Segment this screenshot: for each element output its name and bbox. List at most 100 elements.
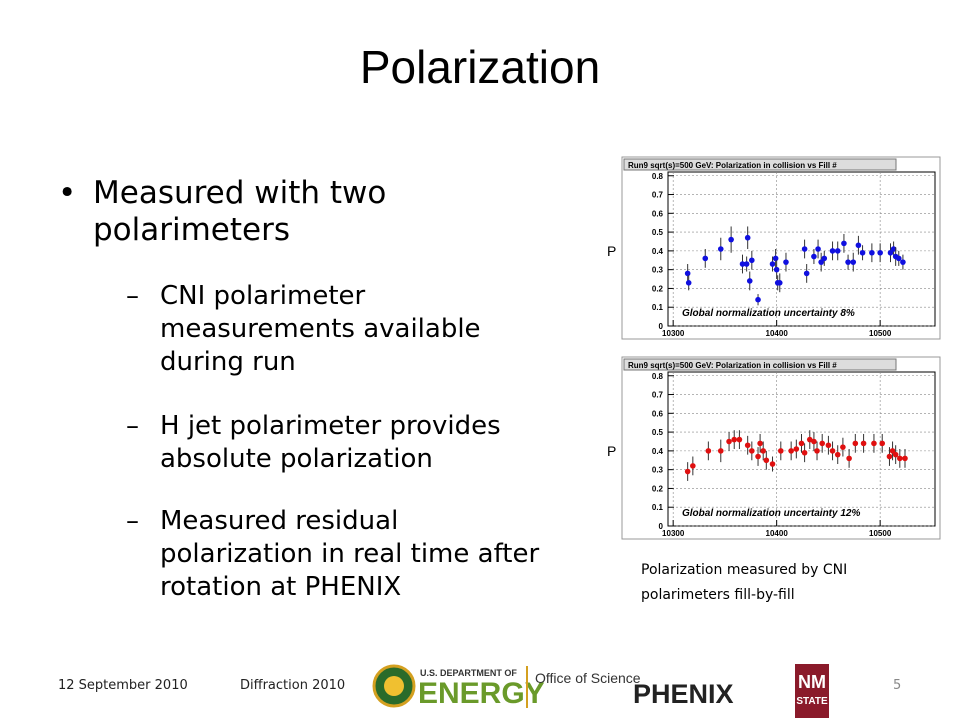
data-point	[834, 451, 841, 458]
data-point	[841, 240, 847, 247]
data-point	[760, 448, 767, 454]
data-point	[684, 270, 691, 277]
y-tick-label: 0.4	[652, 447, 664, 456]
data-point	[731, 436, 738, 443]
data-point	[887, 249, 894, 256]
nmstate-logo	[795, 664, 829, 718]
data-point	[825, 442, 832, 449]
data-point	[845, 259, 851, 265]
data-point	[744, 234, 751, 241]
data-point	[840, 444, 846, 450]
data-point	[773, 266, 780, 273]
x-tick-label: 10300	[662, 329, 685, 338]
data-point	[684, 468, 691, 475]
data-point	[900, 259, 906, 265]
sub-bullet: H jet polarimeter provides absolute pola…	[160, 411, 501, 474]
y-tick-label: 0.4	[652, 247, 664, 256]
footer-date: 12 September 2010	[58, 678, 188, 693]
data-point	[895, 255, 902, 262]
bullet-dash: –	[126, 411, 139, 441]
y-tick-label: 0.2	[652, 484, 664, 493]
data-point	[717, 448, 724, 454]
y-tick-label: 0.5	[652, 228, 664, 237]
data-point	[879, 440, 886, 447]
data-point	[705, 448, 712, 454]
data-point	[892, 451, 899, 458]
chart-title: Run9 sqrt(s)=500 GeV: Polarization in co…	[628, 361, 837, 370]
caption: Polarization measured by CNI polarimeter…	[641, 562, 848, 603]
y-tick-label: 0.1	[652, 303, 664, 312]
x-tick-label: 10500	[869, 529, 892, 538]
y-tick-label: 0.6	[652, 409, 664, 418]
data-point	[811, 253, 817, 260]
data-point	[739, 261, 746, 267]
data-point	[818, 259, 824, 265]
bullet: Measured with two polarimeters	[93, 175, 387, 248]
data-point	[860, 440, 867, 447]
data-point	[749, 257, 755, 264]
y-tick-label: 0	[659, 322, 664, 331]
y-tick-label: 0.6	[652, 209, 664, 218]
data-point	[811, 438, 817, 445]
phenix-logo: PHENIX	[633, 679, 734, 709]
data-point	[757, 440, 763, 447]
bullet-dash: –	[126, 281, 139, 311]
data-point	[852, 440, 859, 447]
data-point	[728, 236, 734, 243]
data-point	[877, 249, 883, 256]
data-point	[726, 438, 732, 445]
y-tick-label: 0.7	[652, 391, 664, 400]
logo-text: ENERGY	[418, 677, 545, 710]
data-point	[793, 446, 800, 452]
data-point	[744, 442, 751, 449]
data-point	[801, 246, 808, 252]
data-point	[846, 455, 852, 462]
x-tick-label: 10500	[869, 329, 892, 338]
y-tick-label: 0.7	[652, 191, 664, 200]
x-tick-label: 10400	[766, 529, 789, 538]
data-point	[815, 246, 821, 252]
chart-title: Run9 sqrt(s)=500 GeV: Polarization in co…	[628, 161, 837, 170]
logo-text: Office of Science	[535, 670, 641, 686]
y-tick-label: 0.3	[652, 266, 664, 275]
data-point	[855, 242, 862, 249]
annotation: Global normalization uncertainty 8%	[682, 308, 855, 319]
data-point	[889, 448, 896, 454]
data-point	[803, 270, 810, 277]
data-point	[772, 255, 779, 262]
data-point	[821, 255, 828, 262]
data-point	[897, 455, 903, 462]
x-tick-label: 10400	[766, 329, 789, 338]
y-tick-label: 0.5	[652, 428, 664, 437]
data-point	[801, 449, 808, 456]
slide-title: Polarization	[359, 41, 601, 93]
data-point	[755, 296, 761, 303]
data-point	[743, 261, 750, 267]
y-tick-label: 0.2	[652, 284, 664, 293]
data-point	[755, 453, 761, 460]
data-point	[763, 457, 770, 464]
y-tick-label: 0.8	[652, 172, 664, 181]
data-point	[871, 440, 877, 447]
data-point	[819, 440, 825, 447]
chart-title-box	[623, 158, 897, 171]
data-point	[850, 259, 857, 265]
data-point	[746, 278, 753, 284]
x-tick-label: 10300	[662, 529, 685, 538]
y-axis-label: P	[607, 243, 616, 259]
data-point	[814, 448, 820, 454]
data-point	[702, 255, 709, 262]
logo-text: STATE	[796, 696, 828, 707]
data-point	[886, 453, 893, 460]
footer-event: Diffraction 2010	[240, 678, 346, 693]
sub-bullet: Measured residual polarization in real t…	[160, 506, 540, 602]
data-point	[717, 246, 724, 252]
page-number: 5	[893, 678, 902, 693]
data-point	[783, 259, 789, 265]
data-point	[798, 440, 805, 447]
data-point	[859, 249, 866, 256]
bullet-dot: •	[58, 175, 77, 211]
sub-bullet: CNI polarimeter measurements available d…	[160, 281, 481, 377]
data-point	[769, 261, 776, 267]
